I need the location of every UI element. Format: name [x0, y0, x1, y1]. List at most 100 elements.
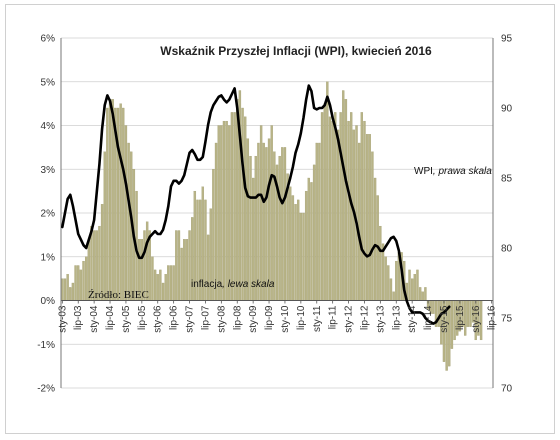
x-axis-tick-label: sty-15 — [439, 305, 450, 333]
inflation-bar — [416, 269, 419, 301]
inflation-bar — [79, 269, 83, 301]
x-axis-tick-label: sty-14 — [407, 305, 418, 333]
inflation-bar — [265, 147, 268, 301]
inflation-bar — [392, 291, 395, 301]
inflation-bar — [63, 278, 67, 301]
inflation-bar — [307, 177, 310, 301]
x-axis-tick-label: sty-09 — [248, 305, 259, 333]
inflation-bar — [127, 142, 130, 301]
inflation-bar — [124, 125, 128, 301]
inflation-bar — [61, 278, 64, 301]
inflation-bar — [217, 125, 220, 301]
inflation-bar — [151, 256, 154, 301]
inflation-bar — [172, 265, 175, 301]
inflation-bar — [334, 112, 337, 301]
right-axis-tick-label: 90 — [501, 104, 513, 115]
x-axis-tick-label: sty-10 — [280, 305, 291, 333]
inflation-bar — [241, 107, 244, 301]
inflation-bar — [164, 274, 167, 301]
left-axis-tick-label: 1% — [41, 252, 56, 263]
inflation-bar — [244, 116, 247, 301]
inflation-bar — [336, 129, 340, 301]
inflation-bar — [71, 282, 75, 301]
wpi-inflation-chart: -2% -1% 0% 1% 2% 3% 4% 5% 6% 70 75 80 85 90 95 sty-03… — [37, 34, 513, 395]
left-axis-tick-label: 4% — [41, 121, 56, 132]
x-axis-tick-label: lip-11 — [328, 305, 339, 329]
inflation-bar — [413, 274, 416, 301]
inflation-bar — [304, 190, 308, 301]
inflation-bar — [289, 186, 292, 301]
x-axis-tick-label: lip-10 — [296, 305, 307, 330]
inflation-bar — [410, 278, 414, 301]
inflation-bar — [421, 291, 424, 301]
inflation-bar — [270, 125, 273, 301]
inflation-bar — [180, 247, 183, 301]
inflation-bar — [339, 112, 342, 301]
x-axis-tick-label: sty-06 — [153, 305, 164, 333]
inflation-bars — [61, 81, 483, 371]
inflation-bar — [318, 142, 321, 301]
right-axis-tick-label: 85 — [501, 174, 513, 185]
inflation-bar — [167, 265, 170, 301]
inflation-bar — [267, 138, 271, 301]
inflation-bar — [74, 265, 77, 301]
inflation-bar — [161, 282, 165, 301]
inflation-bar — [315, 142, 318, 301]
x-axis-tick-label: sty-11 — [312, 305, 323, 332]
left-axis-ticks: -2% -1% 0% 1% 2% 3% 4% 5% 6% — [37, 34, 55, 395]
inflation-bar — [373, 177, 377, 301]
inflation-bar — [84, 256, 88, 301]
inflation-bar — [122, 107, 125, 301]
left-axis-tick-label: 0% — [41, 296, 56, 307]
inflation-series-label: inflacja, lewa skala — [191, 279, 275, 290]
inflation-bar — [69, 287, 72, 301]
x-axis-tick-label: lip-06 — [169, 305, 180, 330]
inflation-bar — [342, 90, 345, 301]
inflation-bar — [347, 120, 350, 301]
x-axis-tick-label: lip-16 — [487, 305, 498, 330]
inflation-bar — [188, 230, 191, 301]
inflation-bar — [257, 142, 260, 301]
inflation-bar — [77, 265, 80, 301]
left-axis-tick-label: 3% — [41, 165, 56, 176]
inflation-bar — [169, 265, 173, 301]
left-axis-tick-label: 5% — [41, 77, 56, 88]
wpi-label-scale: , prawa skala — [433, 166, 492, 177]
inflation-bar — [177, 230, 181, 301]
x-axis-tick-label: lip-13 — [391, 305, 402, 330]
chart-frame: -2% -1% 0% 1% 2% 3% 4% 5% 6% 70 75 80 85 90 95 sty-03… — [5, 4, 555, 434]
x-axis-tick-label: lip-14 — [423, 305, 434, 330]
inflation-label-name: inflacja — [191, 279, 223, 290]
inflation-bar — [156, 274, 159, 301]
x-axis-tick-label: sty-04 — [89, 305, 100, 333]
x-axis-tick-label: sty-08 — [216, 305, 227, 333]
inflation-bar — [185, 239, 189, 301]
left-axis-tick-label: -2% — [37, 384, 55, 395]
x-axis-tick-label: sty-12 — [344, 305, 355, 333]
inflation-bar — [331, 120, 334, 301]
inflation-bar — [389, 278, 393, 301]
right-axis-tick-label: 70 — [501, 384, 513, 395]
inflation-bar — [222, 120, 226, 301]
x-axis-tick-label: sty-07 — [185, 305, 196, 333]
inflation-bar — [82, 260, 85, 301]
inflation-bar — [66, 274, 69, 301]
inflation-bar — [106, 107, 109, 301]
inflation-bar — [119, 103, 122, 301]
inflation-bar — [159, 269, 162, 301]
inflation-bar — [384, 256, 387, 301]
wpi-label-name: WPI — [414, 166, 433, 177]
inflation-bar — [310, 182, 313, 301]
inflation-bar — [233, 112, 236, 301]
right-axis-tick-label: 75 — [501, 314, 513, 325]
inflation-bar — [228, 125, 231, 301]
inflation-bar — [183, 239, 186, 301]
inflation-bar — [153, 269, 157, 301]
x-axis-tick-label: lip-03 — [73, 305, 84, 330]
inflation-bar — [363, 120, 366, 301]
chart-title: Wskaźnik Przyszłej Inflacji (WPI), kwiec… — [160, 44, 432, 58]
inflation-bar — [408, 269, 411, 301]
inflation-bar — [175, 230, 178, 301]
x-axis-tick-label: lip-07 — [200, 305, 211, 330]
inflation-bar — [365, 134, 369, 301]
